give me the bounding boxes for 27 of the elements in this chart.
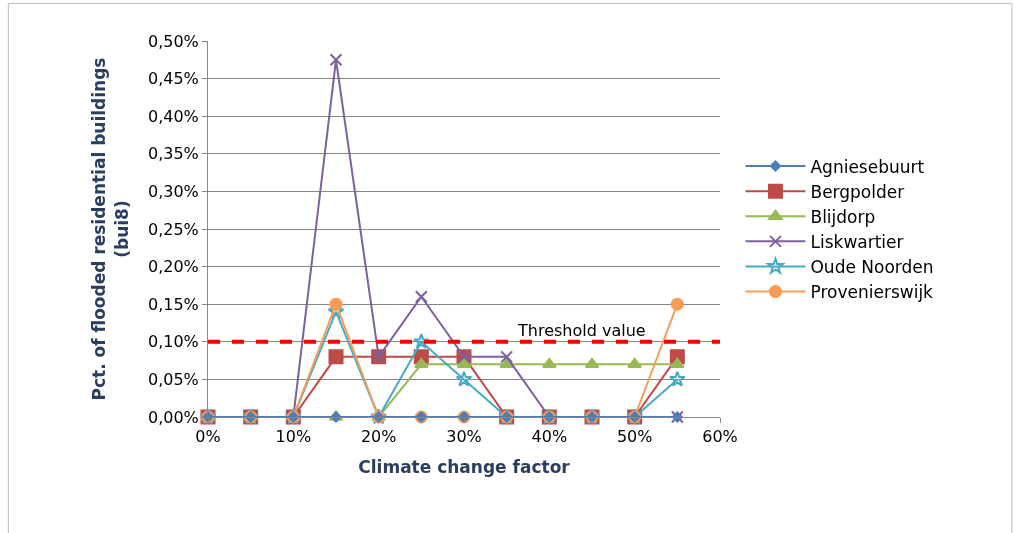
y-tick-label: 0,45% — [147, 69, 199, 89]
legend-label: Provenierswijk — [810, 282, 934, 303]
y-tick-label: 0,10% — [147, 332, 199, 352]
y-tick-label: 0,50% — [147, 31, 199, 51]
x-tick-label: 0% — [195, 427, 221, 447]
legend-label: Bergpolder — [810, 181, 905, 202]
legend-label: Agniesebuurt — [810, 156, 925, 177]
x-tick-label: 40% — [531, 427, 568, 447]
y-tick-label: 0,35% — [147, 144, 199, 164]
x-tick-label: 30% — [446, 427, 482, 447]
x-axis-title: Climate change factor — [358, 456, 571, 477]
y-tick-label: 0,25% — [147, 219, 199, 239]
y-tick-label: 0,05% — [147, 370, 199, 389]
x-tick-label: 50% — [616, 427, 653, 447]
x-tick-label: 20% — [360, 427, 397, 447]
y-axis-title: Pct. of flooded residential buildings (bui8) — [89, 57, 132, 401]
y-tick-label: 0,20% — [147, 257, 199, 277]
x-tick-label: 10% — [275, 427, 312, 447]
legend-label: Blijdorp — [810, 206, 876, 227]
ref-line-label: Threshold value — [517, 321, 646, 340]
y-tick-label: 0,30% — [147, 182, 199, 201]
legend-label: Liskwartier — [810, 231, 904, 252]
y-tick-label: 0,40% — [147, 106, 199, 126]
x-tick-label: 60% — [702, 427, 738, 447]
legend-label: Oude Noorden — [810, 257, 934, 278]
y-tick-label: 0,15% — [147, 294, 199, 314]
y-tick-label: 0,00% — [147, 407, 199, 427]
